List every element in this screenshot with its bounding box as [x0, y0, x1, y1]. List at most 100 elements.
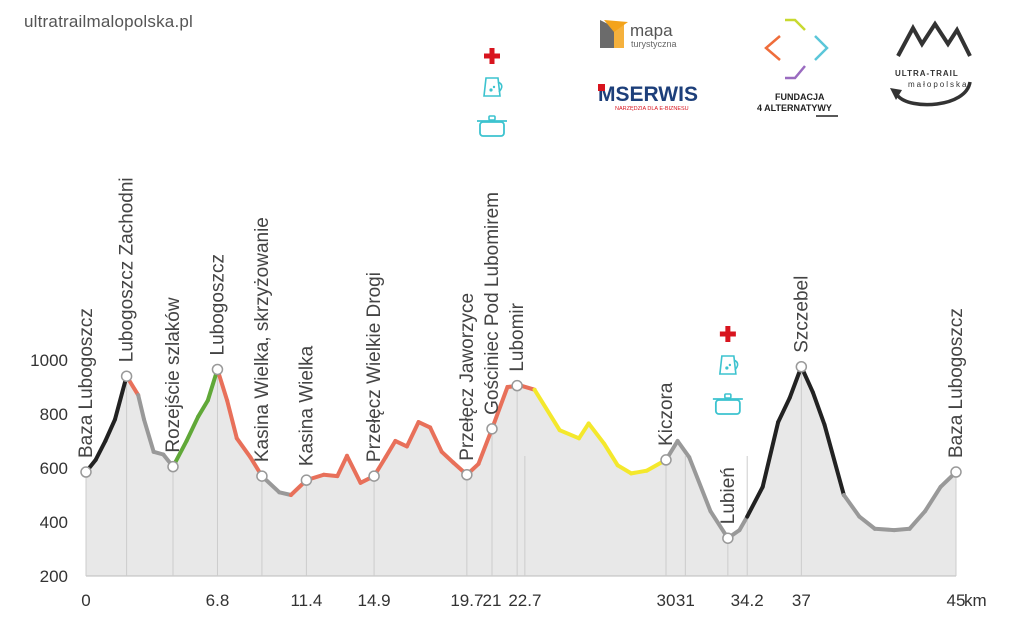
waypoint-label: Gościniec Pod Lubomirem: [482, 192, 503, 415]
x-tick-label: 31: [676, 591, 695, 610]
medical-cross-icon: [719, 326, 736, 342]
waypoint-marker[interactable]: [300, 474, 313, 486]
mapa-turystyczna-logo[interactable]: mapa turystyczna: [600, 20, 677, 49]
profile-segment: [321, 472, 340, 479]
fundacja-logo[interactable]: FUNDACJA 4 ALTERNATYWY: [757, 18, 838, 117]
profile-segment: [810, 390, 827, 427]
profile-segment: [615, 463, 634, 476]
waypoint-marker[interactable]: [368, 470, 380, 482]
profile-segment: [923, 484, 943, 514]
profile-segment: [532, 387, 562, 433]
waypoint-marker[interactable]: [660, 454, 672, 466]
waypoint-label: Lubogoszcz Zachodni: [117, 177, 138, 362]
waypoint-label: Kasina Wielka: [296, 345, 317, 466]
profile-segment: [196, 398, 210, 419]
profile-segment: [577, 421, 591, 441]
profile-segment: [439, 449, 456, 465]
profile-segment: [892, 526, 912, 533]
ultra-trail-malopolska-logo[interactable]: ULTRA-TRAIL małopolska: [890, 20, 972, 107]
profile-segment: [383, 439, 398, 460]
profile-segment: [476, 426, 494, 466]
profile-segment: [737, 514, 750, 533]
profile-segment: [907, 509, 928, 531]
waypoint-marker[interactable]: [120, 370, 133, 382]
waypoint-marker[interactable]: [795, 361, 808, 373]
waypoint-label: Szczebel: [791, 276, 812, 353]
y-tick-label: 400: [40, 513, 68, 532]
utm-logo-line2: małopolska: [908, 80, 968, 89]
x-unit-label: km: [964, 591, 987, 610]
waypoint-label: Przełęcz Wielkie Drogi: [364, 272, 385, 462]
waypoint-marker[interactable]: [486, 423, 498, 435]
profile-segment: [872, 526, 897, 533]
waypoint-label: Lubomir: [507, 302, 528, 371]
medical-cross-icon: [484, 48, 500, 64]
waypoint-marker[interactable]: [722, 532, 734, 544]
elevation-area: [86, 366, 956, 576]
x-tick-label: 34.2: [731, 591, 764, 610]
profile-segment: [428, 425, 444, 454]
waypoint-marker[interactable]: [256, 470, 268, 482]
profile-segment: [416, 420, 433, 430]
profile-segment: [822, 422, 846, 497]
profile-segment: [184, 414, 201, 443]
profile-segment: [335, 453, 349, 479]
mapa-logo-line2: turystyczna: [631, 39, 677, 49]
profile-segment: [675, 439, 692, 460]
x-tick-label: 30: [657, 591, 676, 610]
profile-segment: [602, 441, 620, 468]
profile-segment: [745, 484, 765, 519]
waypoint-marker[interactable]: [511, 379, 523, 392]
profile-segment: [345, 453, 363, 485]
waypoint-label: Kiczora: [656, 382, 677, 446]
water-jug-icon: [718, 355, 739, 375]
waypoint-label: Baza Lubogoszcz: [946, 308, 967, 458]
mserwis-logo-name: MSERWIS: [598, 83, 698, 106]
waypoint-label: Lubień: [718, 467, 739, 524]
profile-segment: [393, 439, 409, 449]
y-tick-label: 200: [40, 567, 68, 586]
mserwis-logo[interactable]: MSERWIS NARZĘDZIA DLA E-BIZNESU: [598, 83, 698, 112]
profile-segment: [225, 398, 239, 441]
fundacja-logo-line2: 4 ALTERNATYWY: [757, 103, 832, 113]
water-jug-icon: [483, 77, 503, 97]
profile-segment: [519, 383, 537, 392]
profile-segment: [629, 468, 649, 476]
x-tick-label: 14.9: [358, 591, 391, 610]
cooking-pot-icon: [477, 115, 507, 137]
x-tick-label: 6.8: [206, 591, 230, 610]
waypoint-marker[interactable]: [211, 363, 224, 376]
x-tick-label: 22.7: [508, 591, 541, 610]
profile-segment: [113, 374, 129, 422]
profile-segment: [841, 493, 862, 519]
profile-segment: [490, 385, 510, 431]
x-tick-label: 0: [81, 591, 90, 610]
profile-segment: [136, 393, 146, 422]
profile-segment: [93, 439, 108, 462]
waypoint-label: Lubogoszcz: [207, 254, 228, 355]
y-tick-label: 1000: [30, 351, 68, 370]
x-tick-label: 11.4: [290, 591, 322, 610]
profile-segment: [857, 514, 877, 531]
x-tick-label: 21: [483, 591, 502, 610]
waypoint-marker[interactable]: [80, 466, 92, 478]
profile-segment: [776, 395, 792, 425]
fundacja-logo-line1: FUNDACJA: [775, 92, 825, 102]
profile-segment: [586, 421, 607, 446]
x-tick-label: 45: [947, 591, 966, 610]
x-tick-label: 19.7: [450, 591, 483, 610]
waypoint-label: Przełęcz Jaworzyce: [457, 293, 478, 461]
profile-segment: [557, 428, 581, 441]
waypoint-marker[interactable]: [167, 460, 179, 473]
waypoint-marker[interactable]: [461, 469, 473, 481]
profile-segment: [404, 420, 421, 449]
mapa-logo-line1: mapa: [630, 21, 673, 40]
y-tick-label: 800: [40, 405, 68, 424]
site-url[interactable]: ultratrailmalopolska.pl: [24, 12, 194, 31]
waypoint-marker[interactable]: [950, 466, 962, 478]
waypoint-label: Kasina Wielka, skrzyżowanie: [252, 217, 273, 462]
utm-logo-line1: ULTRA-TRAIL: [895, 69, 959, 78]
cooking-pot-icon: [712, 393, 743, 415]
